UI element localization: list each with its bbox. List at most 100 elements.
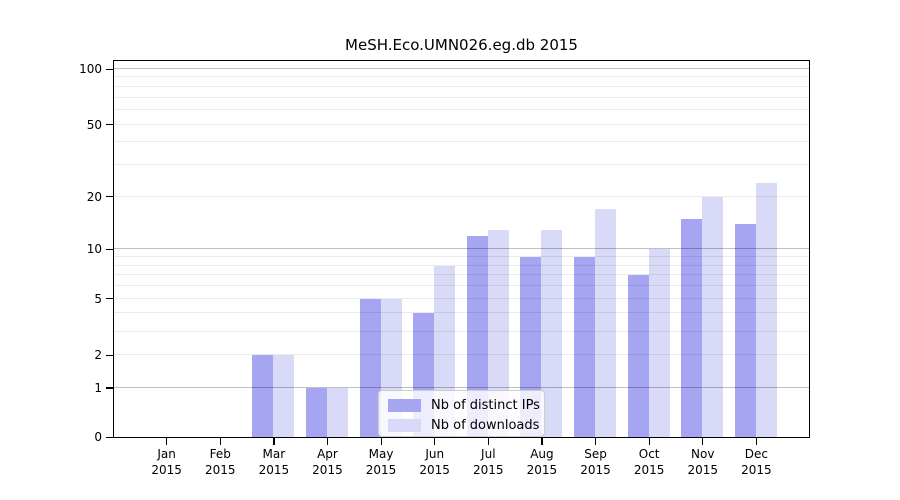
x-tick-month: Jul — [481, 447, 496, 461]
x-tick-month: Jun — [425, 447, 445, 461]
x-tick-year: 2015 — [633, 463, 665, 477]
y-tick-label-5: 5 — [94, 291, 102, 306]
gridline-30 — [114, 164, 809, 166]
legend-swatch-distinct-ips — [388, 398, 421, 412]
x-tick-year: 2015 — [526, 463, 558, 477]
gridline-100 — [114, 68, 809, 69]
y-tick-mark-50 — [106, 124, 113, 126]
y-tick-label-0: 0 — [94, 430, 102, 444]
x-tick-year: 2015 — [365, 463, 397, 477]
gridline-5 — [114, 297, 809, 299]
y-tick-mark-20 — [106, 196, 113, 198]
x-tick-year: 2015 — [580, 463, 611, 477]
x-tick-month: Nov — [691, 447, 715, 461]
gridline-2 — [114, 354, 809, 356]
bar-distinct-ips-jul — [466, 235, 488, 437]
gridline-1 — [114, 386, 809, 388]
bar-downloads-dec — [755, 182, 777, 437]
y-tick-label-20: 20 — [86, 189, 102, 204]
gridline-8 — [114, 264, 809, 266]
x-tick-year: 2015 — [312, 463, 343, 477]
x-tick-month: Apr — [317, 447, 338, 461]
x-tick-month: Aug — [530, 447, 554, 461]
bar-downloads-mar — [273, 355, 295, 437]
x-tick-month: Sep — [584, 447, 607, 461]
x-tick-month: Dec — [744, 447, 768, 461]
chart-title: MeSH.Eco.UMN026.eg.db 2015 — [345, 36, 578, 54]
plot-area — [113, 60, 810, 438]
bar-distinct-ips-nov — [681, 218, 703, 437]
x-tick-mark-feb — [219, 438, 221, 445]
legend-row-downloads: Nb of downloads — [388, 415, 544, 435]
legend-row-distinct-ips: Nb of distinct IPs — [388, 395, 544, 415]
bar-downloads-apr — [326, 387, 348, 437]
x-tick-mark-nov — [702, 438, 704, 445]
x-tick-year: 2015 — [204, 463, 236, 477]
gridline-60 — [114, 109, 809, 111]
x-tick-year: 2015 — [473, 463, 504, 477]
x-tick-label-apr: Apr 2015 — [299, 446, 355, 478]
gridline-20 — [114, 195, 809, 197]
gridline-80 — [114, 85, 809, 87]
gridline-90 — [114, 76, 809, 78]
x-tick-label-dec: Dec 2015 — [728, 446, 784, 478]
x-tick-mark-oct — [648, 438, 650, 445]
bar-downloads-nov — [702, 196, 724, 437]
legend: Nb of distinct IPs Nb of downloads — [378, 390, 545, 437]
x-tick-mark-jan — [166, 438, 168, 445]
gridline-3 — [114, 330, 809, 332]
y-tick-mark-0 — [106, 436, 113, 438]
gridline-6 — [114, 285, 809, 287]
x-tick-label-aug: Aug 2015 — [514, 446, 570, 478]
y-tick-mark-2 — [106, 354, 113, 356]
x-tick-month: Jan — [157, 447, 176, 461]
x-tick-year: 2015 — [687, 463, 719, 477]
x-tick-year: 2015 — [741, 463, 772, 477]
x-tick-label-oct: Oct 2015 — [621, 446, 677, 478]
y-tick-mark-10 — [106, 248, 113, 251]
bar-downloads-jul — [487, 229, 509, 437]
bar-distinct-ips-dec — [734, 224, 756, 437]
x-tick-label-nov: Nov 2015 — [675, 446, 731, 478]
x-tick-mark-aug — [541, 438, 543, 445]
bar-distinct-ips-sep — [574, 257, 596, 437]
x-tick-mark-jul — [487, 438, 489, 445]
legend-swatch-downloads — [388, 418, 421, 432]
gridline-40 — [114, 141, 809, 143]
bar-downloads-oct — [648, 249, 670, 437]
y-tick-mark-5 — [106, 298, 113, 300]
bar-downloads-aug — [541, 229, 563, 437]
x-tick-label-may: May 2015 — [353, 446, 409, 478]
x-tick-label-jul: Jul 2015 — [460, 446, 516, 478]
bar-distinct-ips-oct — [627, 275, 649, 437]
x-tick-mark-jun — [434, 438, 436, 445]
gridline-10 — [114, 248, 809, 250]
legend-label-distinct-ips: Nb of distinct IPs — [431, 397, 540, 413]
y-tick-label-2: 2 — [94, 348, 102, 362]
x-tick-label-sep: Sep 2015 — [568, 446, 624, 478]
y-tick-label-100: 100 — [79, 62, 102, 76]
x-tick-year: 2015 — [419, 463, 450, 477]
bar-distinct-ips-mar — [252, 355, 274, 437]
bar-distinct-ips-may — [359, 298, 381, 437]
gridline-70 — [114, 96, 809, 98]
x-tick-label-jun: Jun 2015 — [407, 446, 463, 478]
x-tick-label-jan: Jan 2015 — [139, 446, 195, 478]
x-tick-month: May — [368, 447, 394, 461]
x-tick-mark-dec — [755, 438, 758, 445]
x-tick-mark-sep — [595, 438, 597, 445]
x-tick-label-feb: Feb 2015 — [192, 446, 248, 478]
x-tick-mark-mar — [273, 438, 275, 445]
gridline-50 — [114, 123, 809, 125]
legend-label-downloads: Nb of downloads — [431, 417, 540, 433]
x-tick-month: Oct — [638, 447, 660, 461]
bar-downloads-sep — [595, 209, 617, 437]
y-tick-mark-100 — [106, 68, 113, 70]
gridline-7 — [114, 274, 809, 276]
x-tick-label-mar: Mar 2015 — [246, 446, 302, 478]
x-tick-month: Feb — [209, 447, 231, 461]
bar-distinct-ips-apr — [305, 387, 327, 437]
x-tick-year: 2015 — [151, 463, 182, 477]
y-tick-label-1: 1 — [94, 380, 102, 395]
